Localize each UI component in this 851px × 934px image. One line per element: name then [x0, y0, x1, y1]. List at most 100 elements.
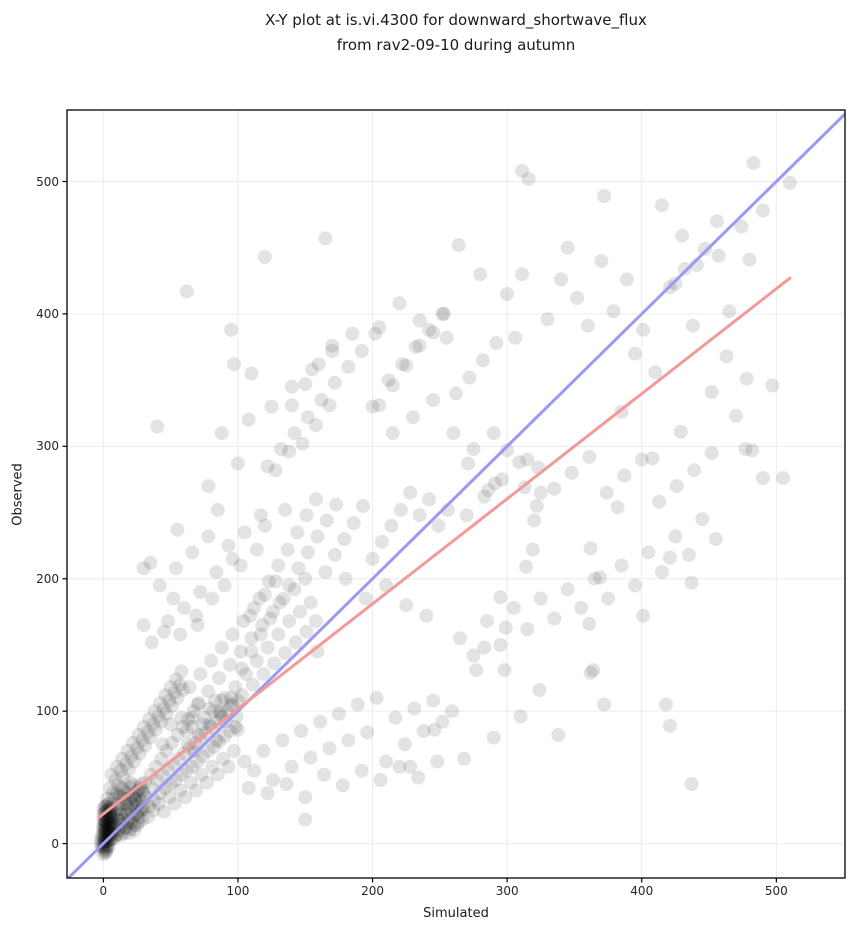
scatter-point — [113, 828, 128, 843]
scatter-point — [146, 803, 161, 818]
x-tick-label: 400 — [630, 884, 654, 898]
scatter-point — [322, 398, 337, 413]
scatter-point — [668, 529, 683, 544]
y-tick-label: 100 — [36, 704, 59, 719]
scatter-point — [226, 743, 241, 758]
scatter-point — [257, 518, 272, 533]
scatter-point — [119, 757, 134, 772]
scatter-point — [131, 783, 146, 798]
scatter-point — [412, 313, 427, 328]
scatter-point — [681, 547, 696, 562]
scatter-point — [641, 545, 656, 560]
scatter-point — [99, 822, 113, 836]
scatter-point — [200, 775, 214, 790]
scatter-point — [222, 724, 237, 738]
scatter-point — [170, 728, 185, 742]
scatter-point — [583, 541, 598, 556]
scatter-point — [614, 558, 629, 573]
scatter-point — [648, 365, 663, 380]
x-tick-label: 300 — [495, 884, 519, 898]
scatter-point — [159, 743, 174, 758]
scatter-point — [525, 542, 540, 557]
scatter-point — [547, 611, 562, 626]
x-tick-label: 0 — [99, 884, 108, 898]
scatter-point — [385, 378, 400, 393]
scatter-point — [152, 578, 167, 593]
scatter-point — [230, 693, 245, 708]
scatter-point — [166, 591, 181, 606]
scatter-point — [148, 722, 163, 737]
scatter-point — [345, 326, 360, 341]
scatter-point — [96, 827, 111, 842]
scatter-point — [100, 791, 115, 806]
scatter-point — [271, 627, 286, 642]
scatter-point — [244, 644, 259, 659]
scatter-point — [109, 759, 124, 774]
scatter-point — [131, 815, 146, 830]
scatter-point — [272, 595, 287, 610]
scatter-point — [123, 822, 138, 836]
scatter-point — [97, 819, 112, 834]
scatter-point — [519, 559, 533, 574]
scatter-point — [169, 672, 183, 687]
scatter-point — [300, 545, 315, 560]
scatter-point — [746, 156, 761, 170]
scatter-point — [214, 693, 229, 708]
scatter-point — [327, 547, 342, 562]
scatter-point — [216, 751, 231, 766]
scatter-point — [174, 664, 189, 679]
scatter-point — [116, 812, 131, 827]
scatter-point — [130, 741, 144, 756]
scatter-point — [399, 598, 414, 613]
scatter-point — [435, 306, 450, 321]
scatter-point — [290, 525, 305, 540]
scatter-point — [136, 720, 151, 734]
scatter-point — [515, 163, 529, 178]
scatter-point — [175, 683, 190, 697]
scatter-point — [96, 818, 111, 832]
scatter-point — [276, 591, 291, 606]
scatter-point — [115, 781, 130, 795]
scatter-point — [574, 600, 589, 615]
scatter-point — [96, 847, 111, 862]
scatter-point — [397, 737, 412, 752]
scatter-point — [486, 426, 501, 441]
scatter-point — [309, 614, 323, 629]
scatter-point — [190, 618, 205, 633]
scatter-point — [105, 824, 120, 839]
scatter-point — [156, 701, 171, 716]
scatter-point — [217, 729, 232, 744]
scatter-point — [388, 710, 403, 725]
scatter-point — [319, 513, 334, 528]
scatter-point — [419, 608, 434, 623]
scatter-point — [462, 370, 477, 385]
scatter-point — [127, 791, 142, 806]
scatter-point — [422, 492, 437, 507]
scatter-point — [497, 663, 512, 678]
scatter-point — [435, 714, 450, 729]
scatter-point — [486, 730, 501, 745]
scatter-point — [776, 471, 791, 486]
scatter-point — [527, 513, 542, 528]
scatter-point — [654, 198, 669, 213]
scatter-point — [143, 730, 158, 745]
scatter-point — [121, 802, 136, 817]
scatter-point — [132, 788, 147, 803]
scatter-point — [275, 733, 290, 748]
scatter-point — [318, 231, 333, 246]
scatter-point — [708, 532, 723, 546]
scatter-point — [175, 720, 190, 734]
scatter-point — [225, 551, 240, 566]
scatter-point — [755, 203, 770, 218]
scatter-point — [123, 775, 138, 790]
scatter-point — [201, 743, 216, 758]
scatter-point — [111, 778, 126, 793]
scatter-point — [551, 728, 566, 742]
scatter-point — [506, 600, 521, 615]
scatter-point — [224, 697, 239, 712]
scatter-point — [532, 683, 547, 697]
scatter-point — [329, 497, 344, 512]
scatter-point — [663, 718, 677, 733]
scatter-point — [120, 743, 135, 758]
